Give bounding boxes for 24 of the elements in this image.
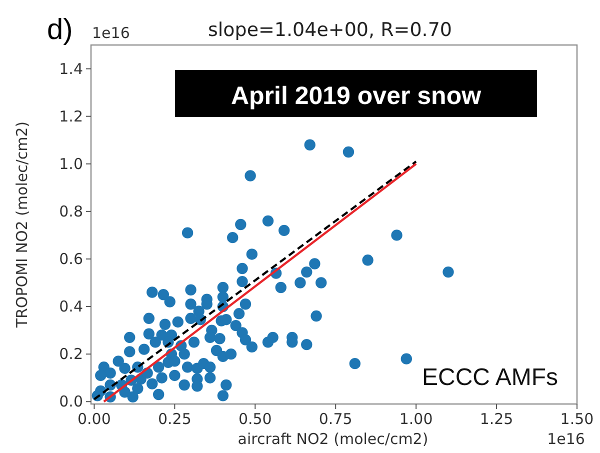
y-tick-label: 0.6 xyxy=(59,250,83,268)
annotation: ECCC AMFs xyxy=(422,364,558,391)
text: 1e16 xyxy=(547,430,585,448)
text: d) xyxy=(47,14,73,46)
x-tick-label: 1.25 xyxy=(480,410,514,428)
y-tick-label: 0.4 xyxy=(59,298,83,316)
x-tick-label: 0.25 xyxy=(158,410,192,428)
y-tick-label: 0.0 xyxy=(59,392,83,411)
x-tick-label: 0.00 xyxy=(78,410,111,428)
y-tick-label: 1.4 xyxy=(59,60,83,78)
x-axis-title: aircraft NO2 (molec/cm2) xyxy=(238,430,428,448)
x-tick-label: 1.00 xyxy=(399,410,433,428)
y-tick-label: 0.2 xyxy=(59,345,83,364)
chart-title: slope=1.04e+00, R=0.70 xyxy=(208,19,452,41)
x-tick-label: 0.50 xyxy=(238,410,272,428)
text-box: April 2019 over snow xyxy=(175,70,537,117)
y-axis-title: TROPOMI NO2 (molec/cm2) xyxy=(13,121,31,329)
text: 1e16 xyxy=(92,24,130,42)
y-tick-label: 1.0 xyxy=(59,154,83,173)
y-tick-label: 0.8 xyxy=(59,202,83,220)
annotation: April 2019 over snow xyxy=(230,82,482,110)
y-tick-label: 1.2 xyxy=(59,107,83,126)
x-tick-label: 0.75 xyxy=(318,410,352,428)
x-tick-label: 1.50 xyxy=(560,410,594,428)
